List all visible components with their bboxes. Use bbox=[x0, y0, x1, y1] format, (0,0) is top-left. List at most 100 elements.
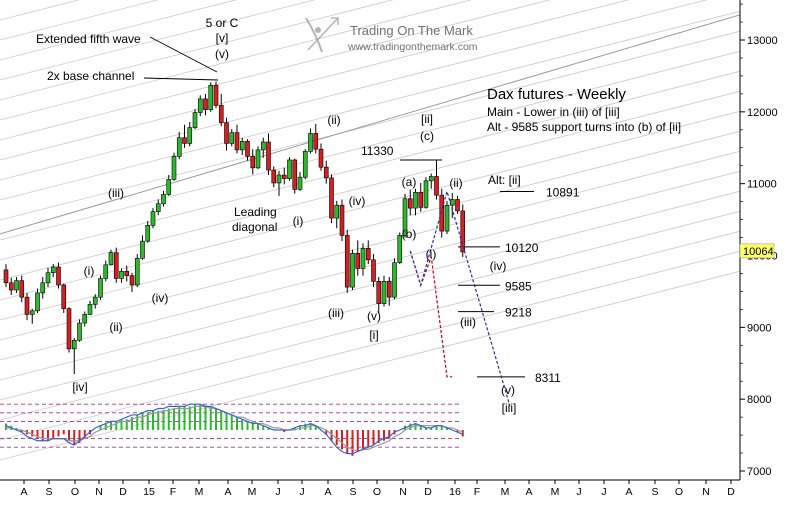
candle-body bbox=[40, 282, 46, 294]
candle-body bbox=[276, 174, 282, 184]
candle-body bbox=[155, 203, 161, 212]
wave-label: (ii) bbox=[449, 176, 462, 190]
candle-body bbox=[397, 235, 403, 263]
candle-body bbox=[371, 259, 376, 282]
candle-body bbox=[45, 272, 51, 284]
x-tick-label: D bbox=[727, 486, 735, 498]
candle-body bbox=[255, 149, 261, 169]
candle-body bbox=[428, 176, 434, 182]
x-tick-label: J bbox=[601, 486, 606, 498]
channel-line bbox=[0, 110, 740, 301]
candle-body bbox=[250, 156, 256, 169]
candle-body bbox=[334, 204, 340, 219]
last-price-value: 10064 bbox=[743, 246, 774, 258]
alt-projection-path bbox=[409, 189, 511, 407]
level-label: 9585 bbox=[505, 279, 532, 293]
candle-body bbox=[213, 84, 219, 106]
candle-body bbox=[145, 225, 151, 242]
base-channel-line bbox=[0, 14, 740, 235]
x-tick-label: S bbox=[45, 486, 52, 498]
candle-body bbox=[208, 84, 214, 110]
x-tick-label: A bbox=[625, 486, 632, 498]
candle-body bbox=[460, 210, 466, 253]
x-tick-label: M bbox=[551, 486, 560, 498]
wave-label: (iv) bbox=[490, 259, 507, 273]
wave-label: (ii) bbox=[109, 320, 122, 334]
main-projection-path bbox=[409, 250, 453, 378]
candle-body bbox=[77, 322, 82, 341]
x-tick-label: N bbox=[399, 486, 407, 498]
wave-label: (iv) bbox=[152, 291, 169, 305]
x-tick-label: J bbox=[576, 486, 581, 498]
candle-body bbox=[35, 292, 40, 312]
candle-body bbox=[287, 159, 292, 179]
x-tick-label: A bbox=[224, 486, 231, 498]
candle-body bbox=[245, 140, 250, 157]
candle-body bbox=[182, 137, 187, 144]
candle-body bbox=[124, 271, 130, 276]
channel-line bbox=[0, 190, 740, 381]
chart-note-main: Main - Lower in (iii) of [iii] bbox=[487, 105, 620, 119]
x-tick-label: O bbox=[675, 486, 683, 498]
x-tick-label: A bbox=[20, 486, 27, 498]
channel-line bbox=[0, 210, 740, 401]
candle-body bbox=[392, 262, 397, 298]
candle-body bbox=[203, 98, 208, 110]
x-tick-label: J bbox=[275, 486, 280, 498]
candle-body bbox=[166, 179, 172, 195]
candle-body bbox=[82, 314, 88, 324]
chart-title: Dax futures - Weekly bbox=[487, 86, 626, 103]
x-tick-label: O bbox=[71, 486, 79, 498]
candle-body bbox=[434, 176, 439, 196]
candle-body bbox=[103, 264, 109, 279]
channel-lines bbox=[0, 0, 740, 461]
channel-line bbox=[0, 170, 740, 361]
wave-label: (b) bbox=[402, 227, 417, 241]
y-tick-label: 13000 bbox=[747, 35, 778, 47]
support-resistance-levels: 11330 10891 10120 9585 9218 8311 bbox=[361, 144, 580, 385]
candle-body bbox=[444, 204, 450, 232]
wave-label: diagonal bbox=[232, 220, 277, 234]
candle-body bbox=[218, 105, 224, 123]
level-label: 11330 bbox=[361, 144, 394, 158]
candle-body bbox=[119, 271, 124, 279]
candle-body bbox=[98, 278, 103, 298]
x-tick-label: A bbox=[324, 486, 331, 498]
candle-body bbox=[150, 211, 156, 226]
candle-body bbox=[197, 98, 203, 113]
channel-line bbox=[0, 10, 740, 201]
x-tick-label: 15 bbox=[143, 486, 155, 498]
candle-body bbox=[113, 252, 119, 279]
y-tick-label: 7000 bbox=[747, 466, 771, 478]
x-tick-label: N bbox=[95, 486, 103, 498]
wave-label: 5 or C bbox=[206, 16, 239, 30]
candle-body bbox=[292, 159, 298, 190]
channel-line bbox=[0, 0, 237, 61]
candle-body bbox=[407, 198, 413, 209]
candle-body bbox=[266, 141, 271, 171]
logo-url: www.tradingonthemark.com bbox=[347, 41, 478, 53]
candle-body bbox=[260, 141, 266, 151]
level-label: 10120 bbox=[505, 241, 539, 255]
x-tick-label: J bbox=[299, 486, 304, 498]
channel-line bbox=[0, 90, 740, 281]
wave-label: (i) bbox=[84, 264, 95, 278]
candle-body bbox=[19, 280, 25, 298]
x-tick-label: M bbox=[248, 486, 257, 498]
candle-body bbox=[187, 127, 193, 144]
candle-body bbox=[161, 194, 166, 205]
y-tick-label: 11000 bbox=[747, 179, 777, 191]
wave-label: (ii) bbox=[327, 113, 340, 127]
y-tick-label: 9000 bbox=[747, 322, 771, 334]
candle-body bbox=[281, 174, 287, 179]
wave-label: (iii) bbox=[460, 315, 476, 329]
oscillator-line bbox=[5, 403, 463, 455]
chart-note-alt: Alt - 9585 support turns into (b) of [ii… bbox=[487, 120, 681, 134]
x-tick-label: S bbox=[349, 486, 356, 498]
candle-body bbox=[3, 269, 9, 284]
channel-line bbox=[0, 0, 316, 81]
candle-body bbox=[234, 132, 240, 151]
candle-body bbox=[66, 308, 72, 350]
candle-body bbox=[455, 199, 460, 212]
